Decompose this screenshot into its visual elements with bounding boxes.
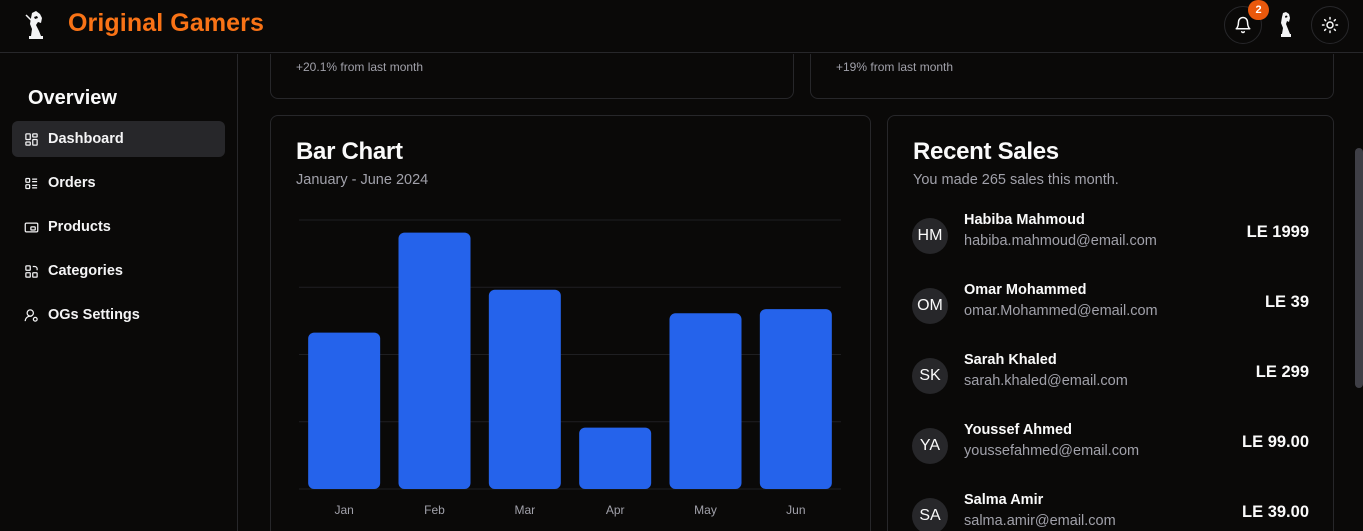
chart-x-tick-label: May	[694, 503, 717, 517]
chart-x-tick-label: Mar	[514, 503, 535, 517]
customer-name: Omar Mohammed	[964, 282, 1087, 298]
sidebar-item-label: Categories	[48, 263, 123, 279]
avatar: YA	[912, 428, 948, 464]
main-content: +20.1% from last month +19% from last mo…	[238, 54, 1363, 531]
brand-title[interactable]: Original Gamers	[68, 9, 265, 37]
recent-sales-card: Recent Sales You made 265 sales this mon…	[887, 115, 1334, 531]
customer-name: Youssef Ahmed	[964, 422, 1072, 438]
customer-name: Sarah Khaled	[964, 352, 1057, 368]
sale-amount: LE 299	[1255, 363, 1309, 381]
page-scrollbar[interactable]	[1355, 148, 1363, 388]
products-icon	[24, 222, 39, 232]
avatar: OM	[912, 288, 948, 324]
customer-name: Habiba Mahmoud	[964, 212, 1085, 228]
avatar: HM	[912, 218, 948, 254]
avatar: SK	[912, 358, 948, 394]
sidebar-item-ogs-settings[interactable]: OGs Settings	[12, 297, 225, 333]
sale-amount: LE 99.00	[1242, 433, 1309, 451]
theme-toggle-button[interactable]	[1311, 6, 1349, 44]
chart-x-tick-label: Jun	[786, 503, 805, 517]
chart-bar-apr[interactable]	[579, 427, 652, 489]
chart-description: January - June 2024	[296, 172, 429, 188]
sidebar-item-dashboard[interactable]: Dashboard	[12, 121, 225, 157]
sale-amount: LE 1999	[1246, 223, 1309, 241]
sidebar-item-label: Orders	[48, 175, 96, 191]
chart-title: Bar Chart	[296, 138, 403, 165]
recent-sales-title: Recent Sales	[913, 138, 1059, 165]
chart-x-tick-label: Apr	[606, 503, 625, 517]
sidebar-item-label: Dashboard	[48, 131, 124, 147]
stat-change-text: +20.1% from last month	[296, 60, 424, 74]
sale-amount: LE 39	[1264, 293, 1309, 311]
stat-card-1: +20.1% from last month	[270, 54, 794, 99]
customer-email: omar.Mohammed@email.com	[964, 303, 1158, 319]
customer-name: Salma Amir	[964, 492, 1044, 508]
notification-count-badge: 2	[1248, 0, 1269, 20]
sale-row[interactable]: SA Salma Amir salma.amir@email.com LE 39…	[912, 492, 1312, 531]
categories-icon	[25, 264, 38, 278]
stat-card-2: +19% from last month	[810, 54, 1334, 99]
chart-bar-jan[interactable]	[308, 332, 381, 489]
dashboard-icon	[25, 132, 38, 146]
chart-x-tick-label: Jan	[334, 503, 353, 517]
sale-row[interactable]: YA Youssef Ahmed youssefahmed@email.com …	[912, 422, 1312, 472]
bar-chart: Jan Feb Mar Apr May Jun	[299, 219, 841, 517]
sidebar-item-categories[interactable]: Categories	[12, 253, 225, 289]
bell-icon	[1235, 16, 1251, 34]
user-avatar-icon[interactable]	[1276, 10, 1296, 40]
sale-row[interactable]: HM Habiba Mahmoud habiba.mahmoud@email.c…	[912, 212, 1312, 262]
chart-x-tick-label: Feb	[424, 503, 445, 517]
sidebar-item-label: Products	[48, 219, 111, 235]
top-header: Original Gamers 2	[0, 0, 1363, 53]
sidebar-item-orders[interactable]: Orders	[12, 165, 225, 201]
avatar: SA	[912, 498, 948, 531]
sale-row[interactable]: OM Omar Mohammed omar.Mohammed@email.com…	[912, 282, 1312, 332]
sidebar-item-products[interactable]: Products	[12, 209, 225, 245]
user-settings-icon	[24, 308, 38, 322]
recent-sales-description: You made 265 sales this month.	[913, 172, 1119, 188]
sale-amount: LE 39.00	[1242, 503, 1309, 521]
stat-change-text: +19% from last month	[836, 60, 954, 74]
sidebar-item-label: OGs Settings	[48, 307, 140, 323]
chart-bar-mar[interactable]	[488, 289, 561, 489]
customer-email: salma.amir@email.com	[964, 513, 1116, 529]
customer-email: youssefahmed@email.com	[964, 443, 1140, 459]
sun-icon	[1321, 16, 1339, 34]
chart-bar-jun[interactable]	[759, 309, 832, 489]
knight-logo-icon[interactable]	[22, 9, 50, 43]
customer-email: sarah.khaled@email.com	[964, 373, 1128, 389]
orders-icon	[25, 177, 38, 189]
customer-email: habiba.mahmoud@email.com	[964, 233, 1157, 249]
sale-row[interactable]: SK Sarah Khaled sarah.khaled@email.com L…	[912, 352, 1312, 402]
bar-chart-card: Bar Chart January - June 2024 Jan Feb Mar A…	[270, 115, 871, 531]
sidebar: Overview Dashboard Orders Products	[0, 54, 238, 531]
sidebar-title: Overview	[28, 87, 117, 109]
chart-bar-feb[interactable]	[398, 232, 471, 489]
chart-bar-may[interactable]	[669, 313, 742, 489]
